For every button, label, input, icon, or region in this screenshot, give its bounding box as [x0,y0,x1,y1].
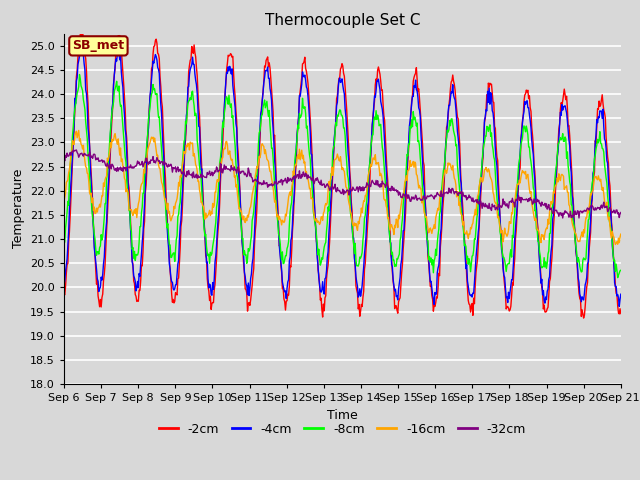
Y-axis label: Temperature: Temperature [12,169,24,249]
Title: Thermocouple Set C: Thermocouple Set C [265,13,420,28]
X-axis label: Time: Time [327,408,358,421]
Legend: -2cm, -4cm, -8cm, -16cm, -32cm: -2cm, -4cm, -8cm, -16cm, -32cm [154,418,531,441]
Text: SB_met: SB_met [72,39,124,52]
